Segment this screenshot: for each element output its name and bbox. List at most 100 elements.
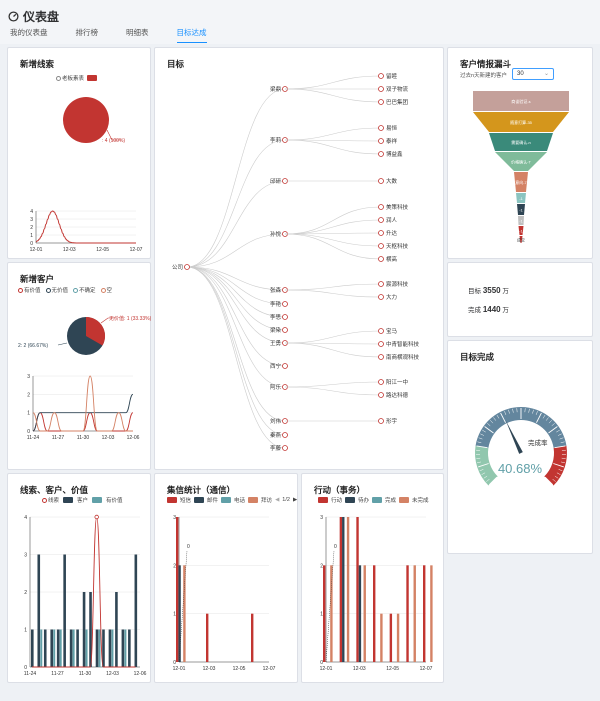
tree-leaf-label: 南商横观科技 xyxy=(386,353,420,361)
header: 仪表盘 我的仪表盘 排行榜 明细表 目标达成 xyxy=(0,0,600,44)
tree-root xyxy=(184,264,190,270)
tree-node-label: 李思 xyxy=(270,313,282,321)
bar-customer xyxy=(89,592,92,667)
dashboard-icon xyxy=(8,11,19,22)
x-tick-label: 12-03 xyxy=(106,671,119,677)
x-tick-label: 12-07 xyxy=(263,666,276,672)
funnel-stage xyxy=(518,216,524,225)
series-line xyxy=(32,375,133,432)
next-page-icon[interactable]: ▶ xyxy=(292,497,298,503)
app-title: 仪表盘 xyxy=(8,8,59,25)
gauge-tick xyxy=(477,441,482,444)
target-panel: 目标 3550 万 完成 1440 万 xyxy=(447,262,593,337)
bar-valuable xyxy=(111,629,114,667)
tree-leaf xyxy=(378,86,384,92)
gauge-band xyxy=(544,445,567,486)
gauge-tick xyxy=(528,408,530,413)
legend: 老板素表 xyxy=(56,74,98,82)
tree-link xyxy=(284,330,382,344)
pie-slice xyxy=(63,97,109,143)
tree-link xyxy=(284,283,382,291)
days-select[interactable]: 30 ⌄ xyxy=(512,68,554,80)
tree-leaf-label: 大数 xyxy=(386,177,398,185)
tree-leaf-label: 易恒 xyxy=(386,124,398,132)
tree-leaf-label: 形宇 xyxy=(386,417,398,425)
tree-leaf xyxy=(378,328,384,334)
funnel-stage xyxy=(473,112,569,132)
line-chart: 0 1 2 3 11-24 11-27 11-30 12-03 12-06 xyxy=(27,374,140,441)
funnel-label: 成交 xyxy=(517,236,525,242)
gauge-chart: 完成率 40.68% xyxy=(475,407,567,486)
leads-customers-value-panel: 线索、客户、价值 线索 客户 有价值 0 1 2 3 4 11-24 11-27 11-30 1… xyxy=(7,473,151,683)
gauge-tick xyxy=(482,429,486,433)
y-tick-label: 3 xyxy=(320,515,323,521)
bar-未完成 xyxy=(413,565,416,662)
tree-leaf-label: 润人 xyxy=(386,216,398,224)
bar-customer xyxy=(76,629,79,667)
filter-label: 过去n天新建的客户 xyxy=(460,73,508,79)
tab-my-dashboard[interactable]: 我的仪表盘 xyxy=(10,28,48,37)
legend: 有价值 无价值 不确定 空 xyxy=(18,286,112,294)
gauge-tick xyxy=(490,420,494,424)
page-title: 仪表盘 xyxy=(23,10,60,24)
gauge-tick xyxy=(480,433,485,436)
gauge-tick xyxy=(508,409,510,414)
funnel-label: -1 xyxy=(519,207,523,212)
gauge-tick xyxy=(544,476,554,486)
tree-link xyxy=(186,266,286,291)
tab-details[interactable]: 明细表 xyxy=(126,28,149,37)
point-label: 0 xyxy=(187,544,190,550)
bar-customer xyxy=(115,592,118,667)
funnel-label: 商谈验证-s xyxy=(511,98,530,104)
bar-行动 xyxy=(406,565,409,662)
prev-page-icon[interactable]: ◀ xyxy=(275,497,280,503)
new-leads-panel: 新增线索 老板素表 : 4 (100%) 0 1 2 3 4 12-01 12-03 12-0… xyxy=(7,47,151,259)
tree-link xyxy=(186,139,286,268)
bar-customer xyxy=(108,629,112,667)
tree-leaf xyxy=(378,151,384,157)
bar-customer xyxy=(82,592,86,667)
trend-line xyxy=(325,550,335,663)
leads-bar-chart: 0 1 2 3 4 11-24 11-27 11-30 12-03 12-06 xyxy=(24,514,147,677)
tree-link xyxy=(186,266,286,367)
panel-title: 集信统计（通信） xyxy=(167,485,236,495)
tab-ranking[interactable]: 排行榜 xyxy=(75,28,99,37)
legend: 行动 待办 完成 未完成 xyxy=(318,496,429,504)
funnel-stage xyxy=(495,152,547,171)
tree-link xyxy=(284,233,382,260)
x-tick-label: 12-03 xyxy=(203,666,216,672)
bar-customer xyxy=(121,629,125,667)
tree-leaf-label: 巴巴集团 xyxy=(386,98,409,106)
x-tick-label: 12-03 xyxy=(102,435,115,441)
bar-customer xyxy=(134,554,138,667)
tree-leaf xyxy=(378,294,384,300)
bar-行动 xyxy=(389,613,393,662)
y-tick-label: 1 xyxy=(27,411,30,417)
bar-customer xyxy=(43,629,47,667)
gauge-tick xyxy=(493,417,497,421)
tree-leaf xyxy=(378,73,384,79)
tree-link xyxy=(284,233,382,247)
gauge-tick xyxy=(545,417,549,421)
bar-valuable xyxy=(40,629,43,667)
collection-panel: 集信统计（通信） 短信 邮件 电话 拜访 ◀ 1/2 ▶ 0 1 2 3 12-01 12-0… xyxy=(154,473,298,683)
tree-link xyxy=(186,266,286,388)
gauge-tick xyxy=(481,472,486,475)
tree-node-label: 李藤 xyxy=(270,444,282,452)
tree-node xyxy=(282,445,288,451)
gauge-tick xyxy=(557,433,562,436)
y-tick-label: 2 xyxy=(24,590,27,596)
tab-goal[interactable]: 目标达成 xyxy=(176,27,207,43)
gauge-band xyxy=(475,445,498,486)
gauge-tick xyxy=(556,472,561,475)
tree-link xyxy=(284,206,382,235)
gauge-label: 完成率 xyxy=(528,438,548,447)
panel-title: 新增客户 xyxy=(20,274,55,284)
line-point xyxy=(94,514,99,520)
tree-node-label: 邱研 xyxy=(270,177,282,185)
tree-link xyxy=(284,232,382,235)
bar-行动 xyxy=(356,517,359,662)
panel-title: 新增线索 xyxy=(20,59,55,69)
bar-customer xyxy=(31,629,34,667)
